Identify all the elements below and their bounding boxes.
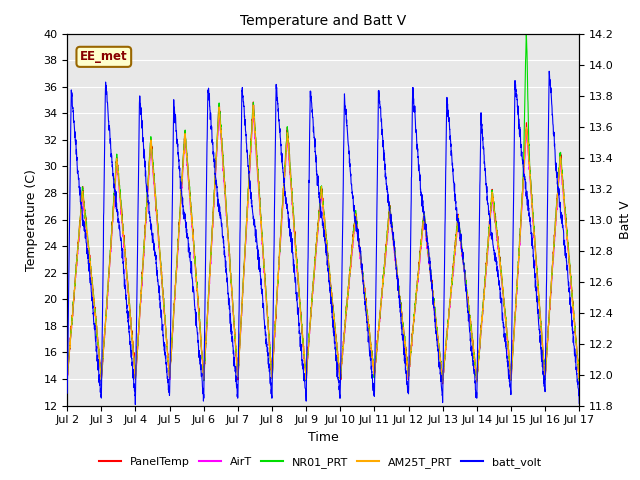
Text: EE_met: EE_met bbox=[80, 50, 127, 63]
Title: Temperature and Batt V: Temperature and Batt V bbox=[240, 14, 406, 28]
Y-axis label: Temperature (C): Temperature (C) bbox=[25, 168, 38, 271]
Legend: PanelTemp, AirT, NR01_PRT, AM25T_PRT, batt_volt: PanelTemp, AirT, NR01_PRT, AM25T_PRT, ba… bbox=[94, 452, 546, 472]
Y-axis label: Batt V: Batt V bbox=[620, 200, 632, 239]
X-axis label: Time: Time bbox=[308, 431, 339, 444]
